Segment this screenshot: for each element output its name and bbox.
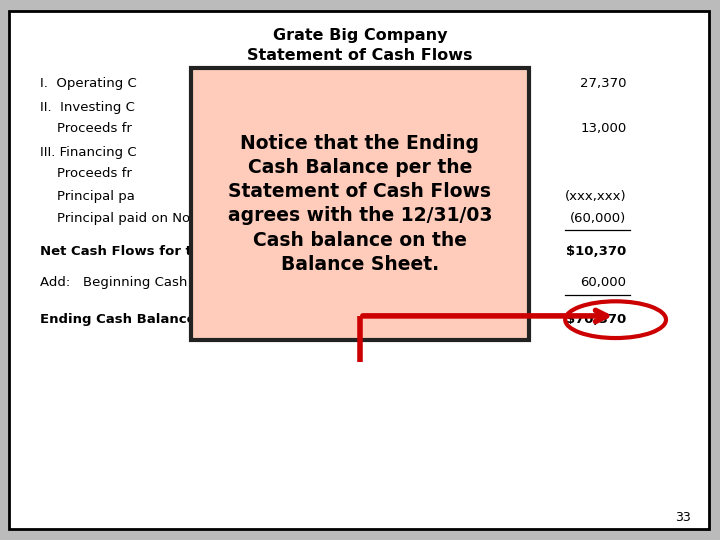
Text: 33: 33	[675, 511, 691, 524]
Text: II.  Investing C: II. Investing C	[40, 102, 135, 114]
Text: Principal pa: Principal pa	[40, 190, 135, 202]
Text: Principal paid on Notes: Principal paid on Notes	[40, 212, 210, 225]
FancyBboxPatch shape	[191, 68, 529, 340]
Text: Ending Cash Balance: Ending Cash Balance	[40, 313, 195, 326]
Text: $70,370: $70,370	[566, 313, 626, 326]
Text: Proceeds fr: Proceeds fr	[40, 122, 132, 135]
Text: (xxx,xxx): (xxx,xxx)	[564, 190, 626, 202]
Text: I.  Operating C: I. Operating C	[40, 77, 136, 90]
Text: For the Period Ending December 31, 2003: For the Period Ending December 31, 2003	[229, 70, 491, 83]
Text: Grate Big Company: Grate Big Company	[273, 28, 447, 43]
Text: Notice that the Ending
Cash Balance per the
Statement of Cash Flows
agrees with : Notice that the Ending Cash Balance per …	[228, 134, 492, 274]
Text: Add:   Beginning Cash Balance: Add: Beginning Cash Balance	[40, 276, 245, 289]
Text: Proceeds fr: Proceeds fr	[40, 167, 132, 180]
Text: 60,000: 60,000	[580, 276, 626, 289]
Text: Statement of Cash Flows: Statement of Cash Flows	[247, 48, 473, 63]
Text: (60,000): (60,000)	[570, 212, 626, 225]
Text: III. Financing C: III. Financing C	[40, 146, 136, 159]
Text: $10,370: $10,370	[566, 245, 626, 258]
Text: (10,000): (10,000)	[455, 212, 511, 225]
Text: 13,000: 13,000	[580, 122, 626, 135]
FancyBboxPatch shape	[9, 11, 709, 529]
Text: Net Cash Flows for the Period: Net Cash Flows for the Period	[40, 245, 264, 258]
Text: 27,370: 27,370	[580, 77, 626, 90]
